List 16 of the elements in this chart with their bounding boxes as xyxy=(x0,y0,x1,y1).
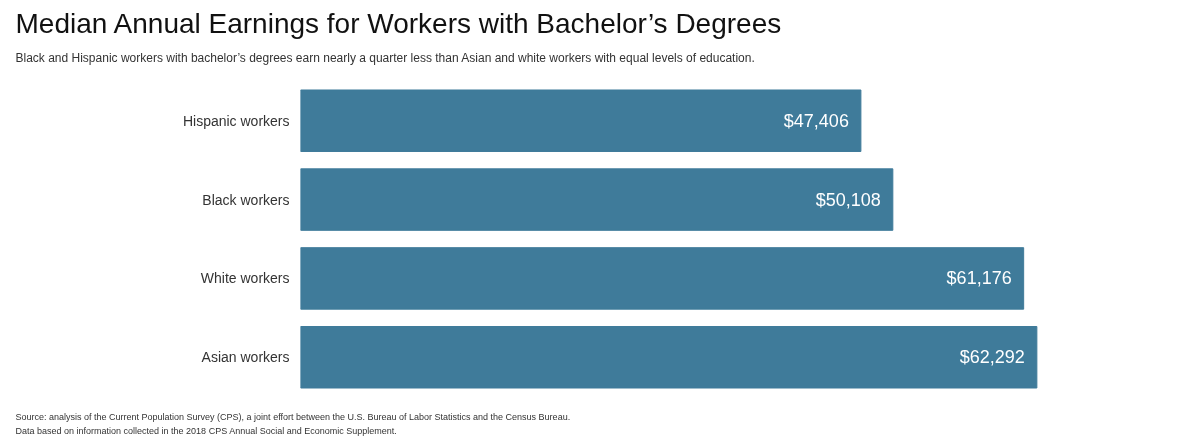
y-tick-label: Black workers xyxy=(202,191,290,208)
bar xyxy=(300,247,1025,310)
chart-subtitle: Black and Hispanic workers with bachelor’s degrees earn nearly a quarter less than Asian and white workers with equal levels of education. xyxy=(15,50,755,65)
data-label: $50,108 xyxy=(815,189,881,210)
source-note: Source: analysis of the Current Population Survey (CPS), a joint effort between the U.S. Bureau of Labor Statistics and the Census Bureau. xyxy=(15,411,571,422)
text: Data based on information collected in the 2018 CPS Annual Social and Economic Supplement. xyxy=(15,425,397,436)
data-label: $62,292 xyxy=(959,347,1025,368)
data-label: $47,406 xyxy=(783,110,849,131)
y-tick-label: Asian workers xyxy=(201,349,290,366)
chart-title: Median Annual Earnings for Workers with Bachelor’s Degrees xyxy=(15,7,782,39)
y-tick-label: White workers xyxy=(200,270,290,287)
bar xyxy=(300,168,894,231)
bar xyxy=(300,326,1038,389)
bar xyxy=(300,89,862,152)
y-tick-label: Hispanic workers xyxy=(182,112,290,129)
data-label: $61,176 xyxy=(946,268,1012,289)
